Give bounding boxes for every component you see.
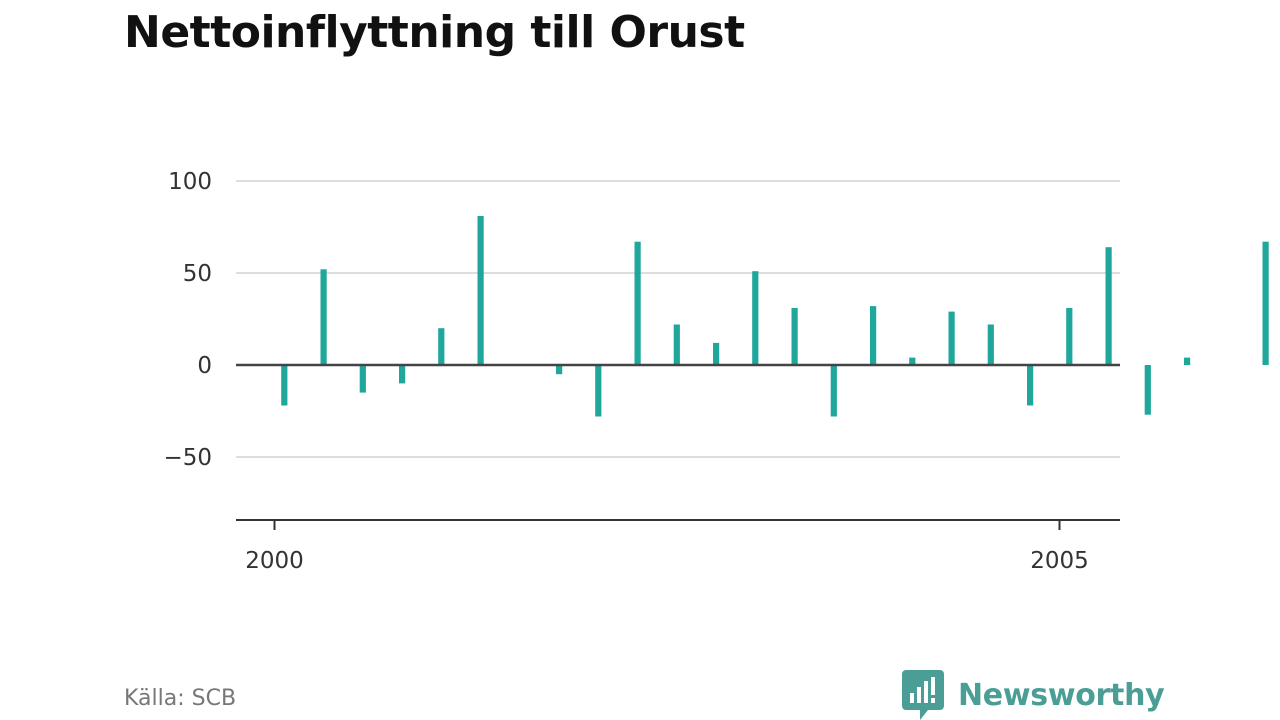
- bar-2004Q4: [1027, 365, 1034, 406]
- brand-name: Newsworthy: [958, 677, 1165, 713]
- bar-2003Q3: [830, 365, 837, 417]
- bar-2003Q2: [791, 308, 798, 365]
- bar-2003Q4: [870, 306, 877, 365]
- y-tick-label: −50: [163, 445, 212, 471]
- y-axis-tick-labels: −50 0 50 100: [163, 169, 212, 471]
- bar-2000Q1: [281, 365, 288, 406]
- chart-title: Nettoinflyttning till Orust: [124, 7, 745, 58]
- bar-2005Q2: [1105, 247, 1112, 365]
- bar-2006Q2: [1262, 241, 1269, 365]
- bar-2003Q1: [752, 271, 759, 365]
- y-tick-label: 100: [168, 169, 212, 195]
- gridlines: [236, 180, 1120, 458]
- y-tick-label: 0: [197, 353, 212, 379]
- bar-2000Q3: [359, 365, 366, 393]
- bars: [281, 216, 1269, 417]
- bar-2005Q1: [1066, 308, 1073, 365]
- bar-2004Q2: [948, 311, 955, 365]
- x-tick-label: 2000: [245, 548, 304, 574]
- bar-2005Q4: [1184, 357, 1191, 365]
- bar-2001Q1: [438, 328, 445, 365]
- bar-2002Q1: [595, 365, 602, 417]
- x-axis-ticks: 200020052010201520202025: [245, 520, 1089, 574]
- x-tick-label: 2005: [1030, 548, 1089, 574]
- source-text: Källa: SCB: [124, 686, 237, 711]
- bar-2004Q1: [909, 357, 916, 365]
- newsworthy-bar-chart-bubble-icon: [902, 670, 944, 720]
- bar-2002Q2: [634, 241, 641, 365]
- bar-2004Q3: [987, 324, 994, 365]
- bar-2005Q3: [1144, 365, 1151, 415]
- bar-2001Q2: [477, 216, 484, 365]
- bar-2001Q4: [556, 365, 563, 375]
- bar-2000Q4: [399, 365, 406, 384]
- brand-logo: Newsworthy: [902, 670, 1165, 720]
- bar-2002Q3: [673, 324, 680, 365]
- bar-2002Q4: [713, 342, 720, 365]
- bar-2000Q2: [320, 269, 327, 365]
- y-tick-label: 50: [183, 261, 212, 287]
